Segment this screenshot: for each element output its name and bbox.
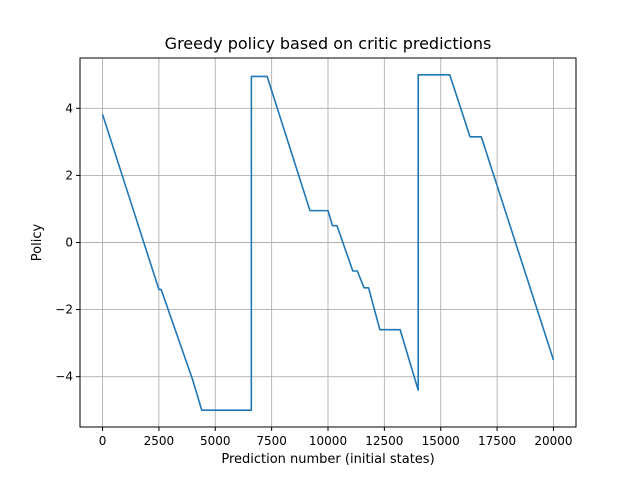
y-tick-label: −4 [55,370,73,384]
x-tick-label: 10000 [309,434,347,448]
x-tick-label: 0 [99,434,107,448]
x-tick-label: 17500 [478,434,516,448]
x-axis-label: Prediction number (initial states) [221,452,434,467]
x-tick-label: 15000 [422,434,460,448]
x-tick-label: 12500 [365,434,403,448]
y-axis-ticks: −4 −2 0 2 4 [55,101,80,384]
x-tick-label: 7500 [256,434,287,448]
y-axis-label: Policy [30,224,45,262]
x-tick-label: 20000 [534,434,572,448]
grid-lines [80,58,576,427]
y-tick-label: −2 [55,303,73,317]
x-tick-label: 2500 [144,434,175,448]
y-tick-label: 2 [65,168,73,182]
series-line [101,73,555,412]
x-tick-label: 5000 [200,434,231,448]
series-layer [101,73,555,412]
y-tick-label: 0 [65,236,73,250]
x-axis-ticks: 0 2500 5000 7500 10000 12500 15000 17500 20000 [99,427,573,448]
chart-title: Greedy policy based on critic prediction… [165,34,492,53]
y-tick-label: 4 [65,101,73,115]
